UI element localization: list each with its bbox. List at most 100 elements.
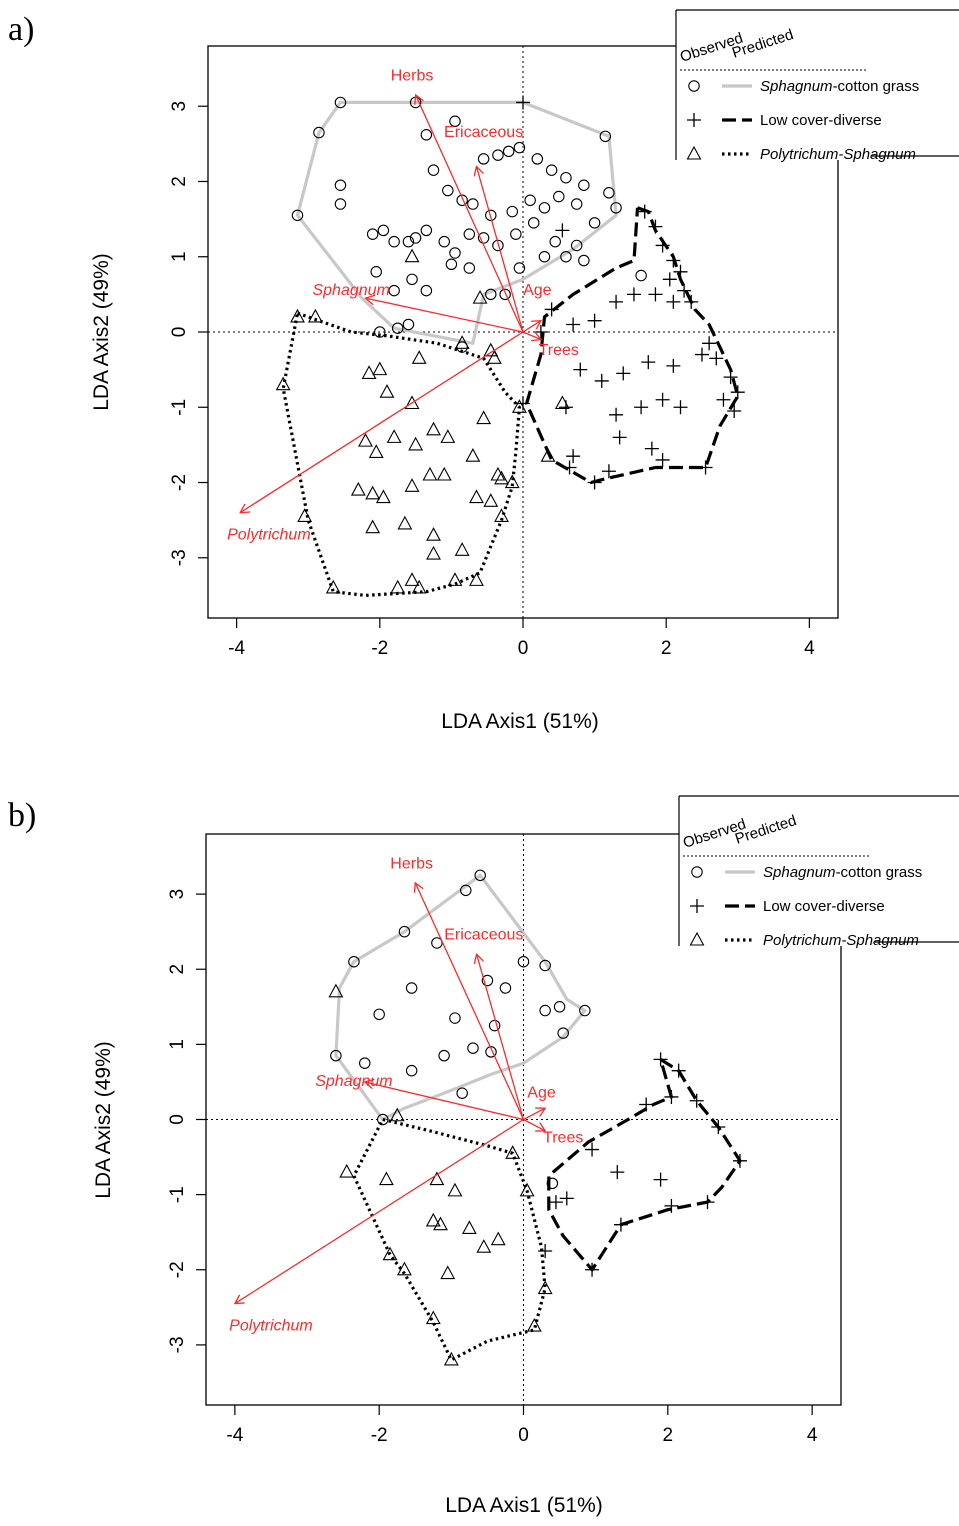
data-point-circle bbox=[467, 198, 479, 210]
data-point-circle bbox=[603, 187, 615, 199]
y-tick-label: 0 bbox=[169, 327, 190, 338]
data-point-circle bbox=[445, 258, 458, 271]
data-point-circle bbox=[398, 925, 411, 938]
data-point-plus bbox=[626, 287, 641, 302]
data-point-circle bbox=[402, 235, 415, 248]
data-point-triangle bbox=[519, 1182, 535, 1197]
data-point-circle bbox=[506, 205, 519, 218]
data-point-circle bbox=[449, 1012, 461, 1024]
group-hull bbox=[295, 100, 618, 345]
vector-arrow bbox=[522, 331, 541, 340]
data-point-triangle bbox=[404, 478, 420, 492]
data-point-triangle bbox=[426, 527, 441, 541]
data-point-circle bbox=[377, 224, 390, 237]
panel-label-a: a) bbox=[8, 11, 34, 48]
data-point-triangle bbox=[540, 448, 556, 462]
x-axis-title: LDA Axis1 (51%) bbox=[445, 1494, 603, 1517]
data-point-plus bbox=[666, 358, 681, 373]
data-point-triangle bbox=[483, 493, 499, 507]
data-point-triangle bbox=[404, 248, 420, 263]
x-tick-label: 2 bbox=[661, 638, 672, 659]
data-point-plus bbox=[634, 400, 649, 415]
data-point-triangle bbox=[404, 572, 420, 586]
data-point-triangle bbox=[379, 384, 395, 398]
vector-label: Trees bbox=[539, 342, 579, 359]
data-point-plus bbox=[641, 355, 656, 370]
data-point-circle bbox=[474, 869, 486, 882]
data-point-plus bbox=[716, 392, 731, 407]
data-point-circle bbox=[330, 1049, 342, 1062]
data-point-circle bbox=[420, 224, 433, 237]
data-point-triangle bbox=[486, 350, 502, 364]
data-point-plus bbox=[727, 404, 742, 419]
data-point-circle bbox=[334, 198, 347, 210]
data-point-circle bbox=[502, 145, 515, 158]
vector-label: Trees bbox=[543, 1130, 583, 1147]
y-tick-label: 1 bbox=[169, 251, 190, 262]
data-point-circle bbox=[531, 153, 544, 165]
legend-marker-triangle bbox=[686, 145, 702, 160]
x-tick-label: 0 bbox=[518, 638, 529, 659]
vector-label: Herbs bbox=[390, 855, 433, 872]
y-tick-label: 3 bbox=[167, 889, 188, 900]
y-tick-label: 0 bbox=[167, 1114, 188, 1125]
y-tick-label: 1 bbox=[167, 1039, 188, 1050]
data-point-plus bbox=[562, 460, 577, 475]
data-point-circle bbox=[449, 247, 461, 259]
data-point-circle bbox=[438, 1049, 450, 1062]
data-point-circle bbox=[409, 232, 422, 244]
data-point-plus bbox=[573, 362, 588, 377]
data-point-circle bbox=[553, 190, 565, 203]
data-point-triangle bbox=[425, 1212, 441, 1227]
x-axis-title: LDA Axis1 (51%) bbox=[441, 710, 599, 733]
vector-label: Herbs bbox=[391, 67, 434, 84]
legend-marker-circle bbox=[691, 866, 703, 878]
data-point-triangle bbox=[339, 1163, 355, 1178]
data-point-triangle bbox=[325, 579, 341, 594]
data-point-plus bbox=[566, 449, 581, 464]
data-point-triangle bbox=[397, 515, 413, 530]
data-point-plus bbox=[700, 1195, 715, 1210]
data-point-plus bbox=[664, 1198, 679, 1213]
data-point-plus bbox=[609, 407, 624, 422]
data-point-circle bbox=[588, 217, 601, 229]
vector-arrow bbox=[416, 95, 524, 333]
legend-entry-label: Low cover-diverse bbox=[763, 898, 885, 915]
data-point-plus bbox=[664, 1089, 679, 1104]
data-point-triangle bbox=[469, 489, 484, 504]
x-tick-label: -2 bbox=[371, 1425, 388, 1446]
data-point-triangle bbox=[461, 1220, 477, 1234]
data-point-triangle bbox=[382, 1246, 398, 1261]
data-point-plus bbox=[585, 1262, 600, 1277]
data-point-circle bbox=[334, 179, 347, 191]
data-point-plus bbox=[684, 294, 699, 309]
data-point-plus bbox=[655, 452, 670, 467]
data-point-triangle bbox=[447, 1182, 463, 1197]
data-point-circle bbox=[539, 1004, 551, 1017]
data-point-triangle bbox=[361, 365, 377, 379]
data-point-plus bbox=[732, 1153, 747, 1168]
legend-marker-plus bbox=[690, 899, 704, 913]
data-point-circle bbox=[578, 179, 590, 191]
data-point-triangle bbox=[328, 983, 344, 998]
data-point-triangle bbox=[404, 395, 420, 410]
group-hull bbox=[334, 873, 587, 1122]
y-tick-label: 2 bbox=[169, 176, 190, 187]
legend-entry-label: Low cover-diverse bbox=[760, 112, 882, 129]
data-point-triangle bbox=[425, 1310, 441, 1325]
data-point-plus bbox=[555, 223, 570, 238]
data-point-plus bbox=[666, 294, 681, 309]
data-point-plus bbox=[538, 1243, 553, 1258]
data-point-plus bbox=[711, 1120, 726, 1135]
data-point-circle bbox=[405, 1064, 418, 1077]
data-point-plus bbox=[559, 1191, 574, 1206]
data-point-circle bbox=[485, 288, 497, 301]
legend-entry-label: Sphagnum-cotton grass bbox=[763, 864, 922, 881]
data-point-triangle bbox=[504, 474, 520, 489]
data-point-circle bbox=[370, 266, 382, 278]
vector-arrow bbox=[523, 1118, 546, 1131]
data-point-plus bbox=[544, 302, 559, 317]
data-point-circle bbox=[513, 262, 526, 274]
vector-arrow bbox=[523, 1108, 546, 1121]
data-point-circle bbox=[388, 284, 400, 297]
